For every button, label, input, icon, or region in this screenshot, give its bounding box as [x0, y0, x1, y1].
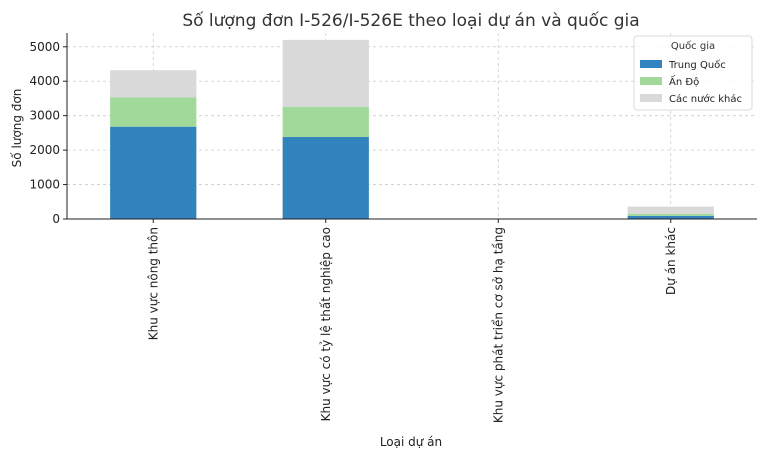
legend-label-2: Các nước khác: [669, 93, 742, 105]
x-tick-label-0: Khu vực nông thôn: [146, 227, 160, 340]
legend-items: Trung Quốc Ấn Độ Các nước khác: [640, 59, 742, 105]
x-tick-label-3: Dự án khác: [664, 227, 678, 295]
bar-1-series-0: [282, 137, 369, 219]
bars-group: [110, 39, 714, 219]
legend-swatch-2: [640, 94, 662, 102]
legend: Quốc gia Trung Quốc Ấn Độ Các nước khác: [633, 35, 753, 111]
bar-0-series-0: [110, 126, 197, 219]
legend-frame: [633, 35, 753, 111]
y-tick-label-2: 2000: [29, 143, 60, 157]
legend-label-1: Ấn Độ: [669, 74, 699, 88]
x-tick-label-1: Khu vực có tỷ lệ thất nghiệp cao: [319, 227, 333, 421]
chart-title: Số lượng đơn I-526/I-526E theo loại dự á…: [182, 10, 639, 31]
y-tick-label-5: 5000: [29, 40, 60, 54]
bar-1-series-2: [282, 39, 369, 107]
legend-label-0: Trung Quốc: [668, 59, 726, 71]
y-tick-label-0: 0: [52, 212, 60, 226]
x-tick-label-2: Khu vực phát triển cơ sở hạ tầng: [491, 227, 505, 423]
bar-3-series-2: [627, 206, 714, 214]
x-axis-label: Loại dự án: [380, 435, 442, 449]
bar-0-series-2: [110, 70, 197, 98]
legend-swatch-0: [640, 60, 662, 68]
y-tick-label-3: 3000: [29, 109, 60, 123]
bar-1-series-1: [282, 106, 369, 138]
y-tick-labels: 0 1000 2000 3000 4000 5000: [29, 40, 67, 226]
y-tick-label-4: 4000: [29, 74, 60, 88]
bar-3-series-1: [627, 213, 714, 216]
bar-0-series-1: [110, 97, 197, 127]
y-axis-label: Số lượng đơn: [10, 89, 24, 168]
x-tick-labels: Khu vực nông thôn Khu vực có tỷ lệ thất n…: [146, 219, 678, 423]
y-tick-label-1: 1000: [29, 178, 60, 192]
bar-3-series-0: [627, 215, 714, 219]
legend-title: Quốc gia: [671, 40, 715, 52]
axes-group: [66, 33, 757, 220]
legend-swatch-1: [640, 77, 662, 85]
